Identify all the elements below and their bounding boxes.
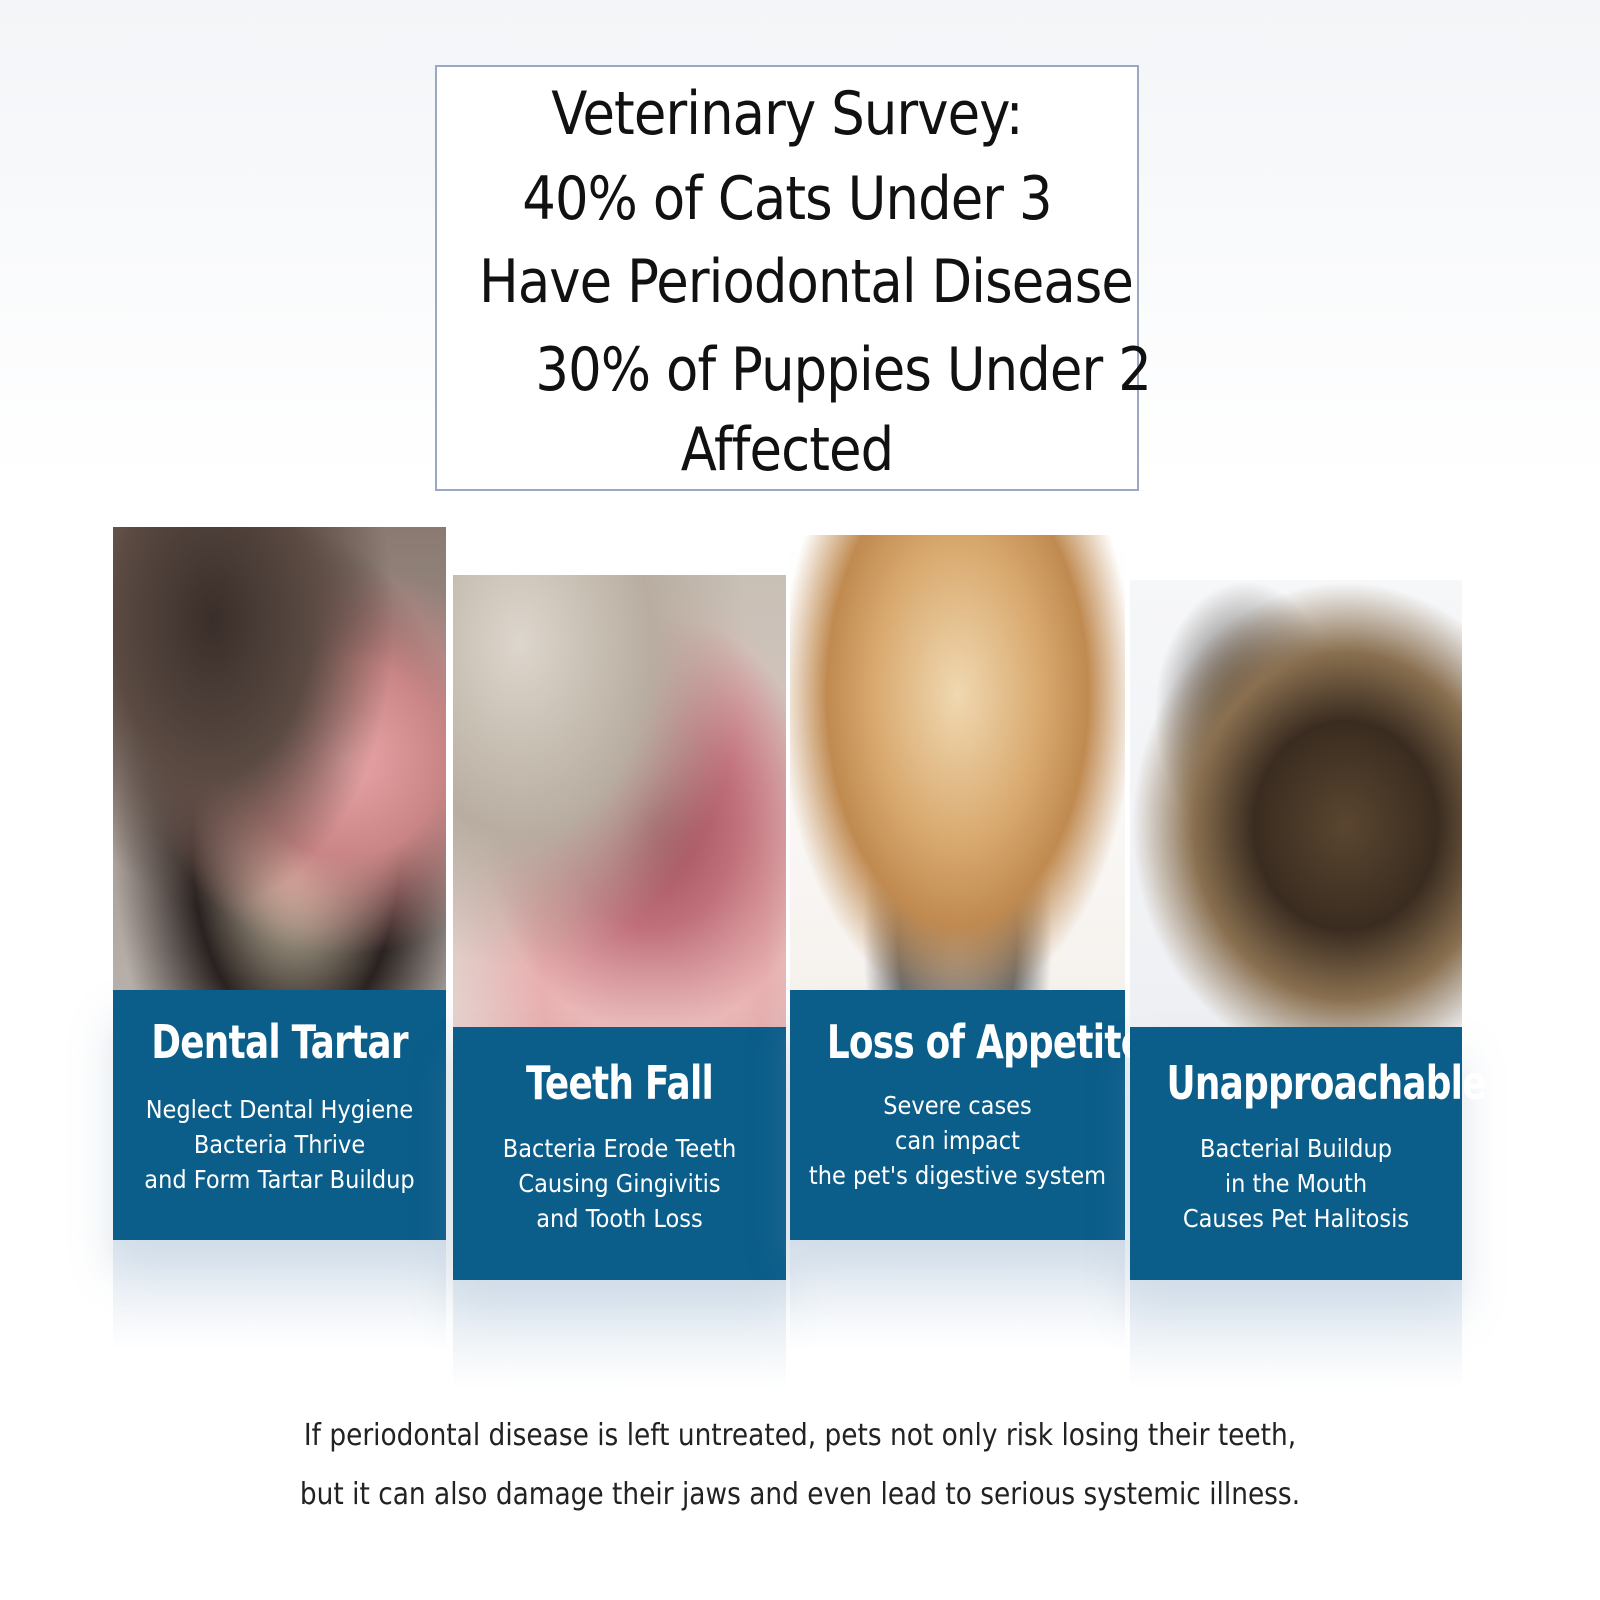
description-line: Bacteria Thrive (193, 1130, 366, 1159)
description-line: Severe cases (883, 1091, 1032, 1120)
panel-description: Bacteria Erode Teeth Causing Gingivitis … (470, 1131, 770, 1236)
panel-card: Loss of Appetite Severe cases can impact… (790, 990, 1145, 1240)
description-line: and Tooth Loss (536, 1204, 703, 1233)
title-line: Veterinary Survey: (551, 79, 1023, 149)
panel-heading: Loss of Appetite (826, 1015, 1145, 1069)
reflection (453, 1280, 786, 1390)
description-line: the pet's digestive system (808, 1161, 1107, 1190)
cat-mouth-gingivitis-photo (453, 575, 786, 1027)
reflection (1130, 1280, 1462, 1390)
title-line: 40% of Cats Under 3 (522, 164, 1052, 234)
description-line: and Form Tartar Buildup (144, 1165, 415, 1194)
dog-mouth-tartar-photo (113, 527, 446, 990)
description-line: Neglect Dental Hygiene (145, 1095, 414, 1124)
panel-description: Neglect Dental Hygiene Bacteria Thrive a… (130, 1092, 430, 1197)
footer-line: but it can also damage their jaws and ev… (299, 1477, 1301, 1512)
reflection (790, 1240, 1125, 1350)
description-line: Bacteria Erode Teeth (502, 1134, 737, 1163)
description-line: can impact (894, 1126, 1021, 1155)
german-shepherd-barking-photo (1130, 580, 1462, 1027)
golden-retriever-food-bowl-photo (790, 535, 1125, 990)
survey-title-box: Veterinary Survey: 40% of Cats Under 3 H… (435, 65, 1152, 491)
panel-card: Unapproachable Bacterial Buildup in the … (1130, 1027, 1487, 1280)
panel-description: Bacterial Buildup in the Mouth Causes Pe… (1147, 1131, 1446, 1236)
panel-card: Dental Tartar Neglect Dental Hygiene Bac… (113, 990, 446, 1240)
panel-heading: Unapproachable (1166, 1056, 1487, 1110)
title-line: Affected (680, 415, 894, 485)
panel-heading: Dental Tartar (151, 1015, 408, 1069)
reflection (113, 1240, 446, 1350)
panel-description: Severe cases can impact the pet's digest… (807, 1088, 1109, 1193)
title-line: Have Periodontal Disease (479, 247, 1134, 317)
title-line: 30% of Puppies Under 2 (535, 335, 1151, 405)
footer-line: If periodontal disease is left untreated… (303, 1418, 1297, 1453)
panel-card: Teeth Fall Bacteria Erode Teeth Causing … (453, 1027, 786, 1280)
panel-heading: Teeth Fall (525, 1056, 714, 1110)
description-line: Causing Gingivitis (518, 1169, 721, 1198)
description-line: Bacterial Buildup (1200, 1134, 1392, 1163)
description-line: Causes Pet Halitosis (1182, 1204, 1410, 1233)
description-line: in the Mouth (1224, 1169, 1368, 1198)
